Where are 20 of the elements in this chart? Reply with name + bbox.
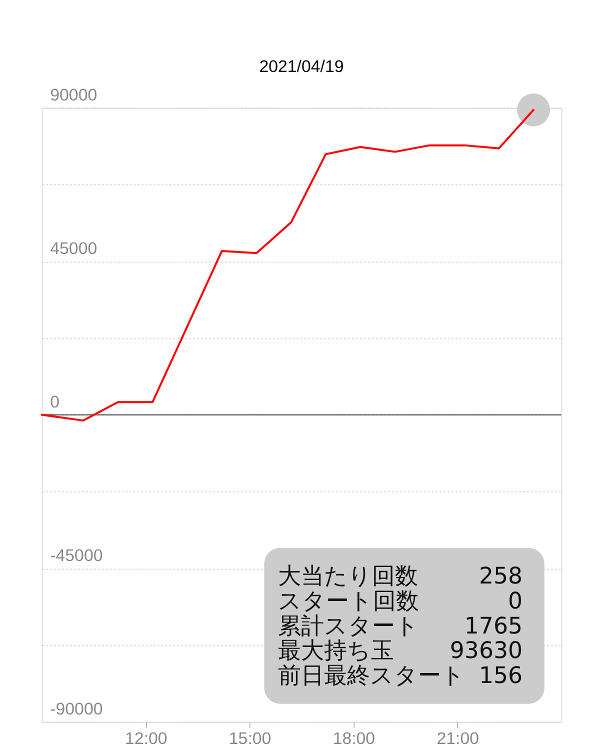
annotation: 大当たり回数 — [278, 564, 418, 590]
annotation: 156 — [478, 662, 523, 689]
x-tick-label: 15:00 — [228, 729, 272, 748]
y-tick-label: 90000 — [50, 85, 98, 104]
y-tick-label: -45000 — [50, 546, 103, 565]
annotation: 1765 — [464, 613, 523, 640]
annotation: 258 — [478, 564, 523, 590]
y-tick-label: -90000 — [50, 699, 103, 718]
x-tick-label: 18:00 — [332, 729, 376, 748]
annotation: 0 — [508, 588, 523, 614]
y-tick-label: 0 — [50, 392, 60, 412]
x-tick-label: 21:00 — [436, 729, 479, 748]
annotation: 93630 — [450, 638, 523, 664]
y-tick-label: 45000 — [50, 238, 98, 258]
x-tick-label: 12:00 — [125, 729, 168, 748]
chart-title: 2021/04/19 — [259, 57, 344, 76]
annotation: 最大持ち玉 — [278, 638, 394, 664]
annotation: 前日最終スタート — [278, 662, 466, 689]
annotation: 累計スタート — [278, 613, 420, 640]
annotation: スタート回数 — [278, 588, 420, 614]
